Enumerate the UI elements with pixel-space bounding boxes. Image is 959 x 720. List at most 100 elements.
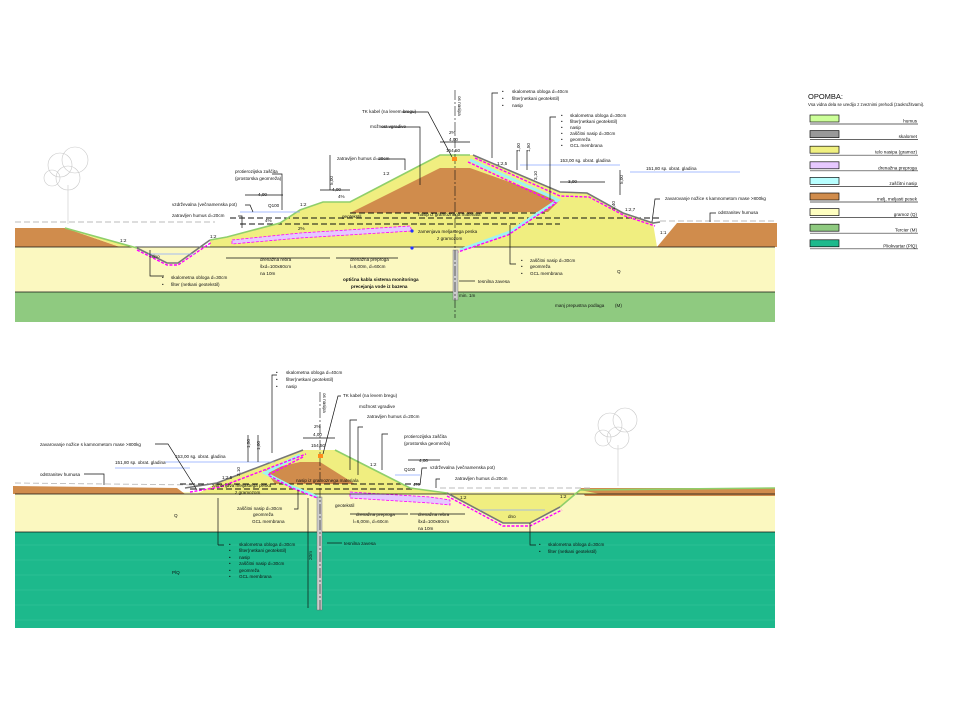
legend-item: gramoz (Q)	[809, 208, 918, 218]
svg-text:•: •	[561, 137, 563, 142]
leader	[378, 158, 406, 170]
svg-text:•: •	[521, 264, 523, 269]
legend-item: Tercier (M)	[809, 223, 918, 234]
legend-swatch	[809, 130, 840, 138]
drain-rib-label: drenažna rebra	[260, 257, 292, 262]
legend-swatch	[809, 177, 840, 185]
tk-cable-marker	[452, 157, 457, 161]
crest-note: skalometna obloga d=40cm	[512, 89, 568, 94]
drain-rib-label: na 10m	[260, 271, 275, 276]
dimension: 4,00	[332, 187, 341, 192]
crest-elevation: 154,50	[311, 443, 325, 448]
toe-protection-label: zavarovanje nožice s kamnometom mase >80…	[40, 442, 141, 447]
axis-label: os nasipa	[322, 393, 327, 413]
bullet: •	[502, 89, 504, 94]
ditch-filter	[446, 495, 563, 527]
replacement-label: z gramozom	[235, 490, 260, 495]
humus-label: zatravljen humus d=20cm	[172, 213, 225, 218]
left-silt-strip	[13, 486, 185, 494]
humus-surface	[64, 154, 470, 249]
crest-note: filter(netkani geotekstil)	[286, 377, 334, 382]
toe-protection-label: zavarovanje nožice s kamnometom mase >80…	[665, 196, 766, 201]
slope-ratio: 1:2	[383, 171, 390, 176]
note: zaščitni nasip d=30cm	[570, 131, 615, 136]
optical-cable-label: precejanja vode iz bazena	[351, 284, 408, 289]
water-level-label: 153,00 sg. obrat. gladina	[560, 158, 611, 163]
legend: OPOMBA: Vsa vidna dela se uredijo z zvez…	[808, 92, 924, 250]
svg-text:•: •	[561, 143, 563, 148]
svg-text:•: •	[229, 542, 231, 547]
slope-ratio: 1:2	[370, 462, 377, 467]
svg-text:•: •	[521, 258, 523, 263]
bottom-cross-section: • skalometna obloga d=40cm • filter(netkan…	[13, 370, 776, 628]
riverside-rock-lining	[184, 449, 304, 489]
legend-swatch	[809, 161, 840, 170]
note: geomreža	[570, 137, 591, 142]
protection-note: zaščitni nasip d=30cm	[237, 506, 282, 511]
legend-swatch	[809, 208, 840, 216]
humus-label: zatravljen humus d=20cm	[337, 156, 390, 161]
legend-item: zaščitni nasip	[809, 177, 918, 187]
geotextile-label: geotekstil	[335, 503, 354, 508]
dimension-line	[329, 150, 621, 195]
ditch-bottom-label: dno	[508, 514, 516, 519]
drain-rib-label: na 10m	[418, 526, 433, 531]
dimension: 1,40	[611, 201, 616, 210]
slope-note-list: • skalometna obloga d=30cm • filter(netkan…	[561, 113, 626, 148]
right-silt-strip	[657, 223, 777, 247]
note: filter(netkani geotekstil)	[239, 548, 287, 553]
slope-ratio: 1:2,5	[222, 475, 233, 480]
slope-ratio: 1:2	[300, 202, 307, 207]
tree-icon	[43, 146, 89, 224]
dimension: 4,00	[258, 192, 267, 197]
legend-item: telo nasipa (gramoz)	[809, 145, 918, 156]
drain-rib-label: šxd=100x60cm	[418, 519, 449, 524]
legend-item: melj, meljasti pesek	[809, 192, 918, 203]
protective-fill	[459, 158, 562, 252]
water-level-label: 151,80 sp. obrat. gladina	[646, 166, 697, 171]
legend-label: skalomet	[899, 134, 918, 139]
tk-cable-label: TK kabel (na levem bregu)	[343, 393, 398, 398]
sealing-curtain	[452, 249, 459, 301]
drain-mat-label: drenažna preproga	[350, 257, 389, 262]
drain-mat-label: drenažna preproga	[356, 512, 395, 517]
leader	[217, 498, 224, 546]
leader	[322, 395, 341, 455]
legend-swatch	[809, 223, 840, 232]
svg-text:•: •	[561, 119, 563, 124]
leader	[549, 116, 556, 200]
svg-text:•: •	[276, 384, 278, 389]
legend-swatch	[809, 114, 840, 123]
leader	[155, 443, 198, 491]
dimension: 3,10	[533, 171, 538, 180]
optical-cable-marker	[410, 246, 414, 250]
svg-text:•: •	[276, 370, 278, 375]
crest-width: 4,00	[449, 137, 458, 142]
dimension: 4,00	[419, 458, 428, 463]
crest-note: nasip	[286, 384, 297, 389]
humus-removal-label: odstranitev humusa	[40, 472, 81, 477]
ditch-bottom-label: dno	[152, 254, 160, 259]
leader	[529, 523, 536, 546]
protection-note: geomreža	[253, 512, 274, 517]
slope-ratio: 1:2,7	[625, 207, 636, 212]
leader	[238, 215, 243, 228]
dimension: 1,00	[516, 143, 521, 152]
tk-cable-marker	[318, 454, 323, 458]
slope-percent: 2%	[298, 226, 305, 231]
legend-label: melj, meljasti pesek	[877, 197, 918, 202]
replacement-label: zamenjava meljastega peska	[212, 483, 272, 488]
replacement-label: z gramozom	[437, 236, 462, 241]
tercier-layer	[15, 292, 775, 322]
slope-ratio: 1:2	[460, 495, 467, 500]
slope-percent: 4%	[265, 218, 272, 223]
silt-core	[265, 462, 355, 484]
curtain-depth: 20m	[308, 551, 313, 560]
note: nasip	[239, 555, 250, 560]
leader	[294, 490, 299, 510]
legend-label: Tercier (M)	[895, 228, 917, 233]
leader	[381, 126, 421, 185]
dimension: 3,00	[568, 179, 577, 184]
svg-text:•: •	[561, 113, 563, 118]
